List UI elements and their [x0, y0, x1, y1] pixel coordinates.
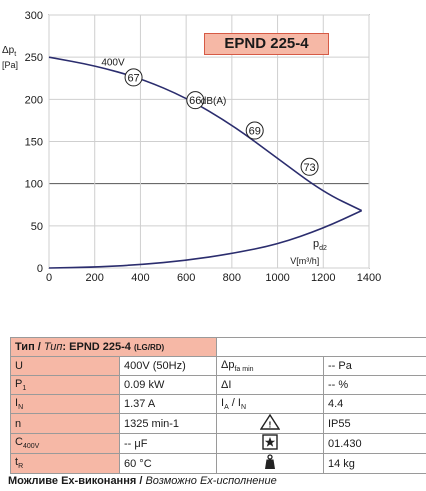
y-tick-label: 250 [25, 52, 43, 64]
x-tick-label: 800 [223, 272, 241, 284]
y-tick-label: 50 [31, 221, 43, 233]
dynamic-pressure-curve-pd2 [48, 209, 363, 269]
spec-header-blank [216, 337, 426, 357]
spec-value: -- Pa [323, 356, 426, 376]
x-tick-label: 1200 [311, 272, 335, 284]
spec-row: C400V -- μF 01.430 [10, 433, 426, 454]
spec-row: n 1325 min-1 ! IP55 [10, 413, 426, 434]
pd2-label: pd2 [313, 238, 327, 252]
spec-symbol: n [10, 413, 120, 434]
db-marker [186, 91, 205, 110]
db-marker [300, 157, 319, 176]
spec-symbol: P1 [10, 375, 120, 395]
spec-value: 60 °C [119, 453, 217, 474]
spec-symbol: C400V [10, 433, 120, 454]
y-tick-label: 0 [37, 263, 43, 275]
spec-table: Тип / Тип: EPND 225-4 (LG/RD) U 400V (50… [10, 337, 426, 474]
spec-row: IN 1.37 A IA / IN 4.4 [10, 394, 426, 414]
y-tick-label: 300 [25, 10, 43, 22]
x-tick-label: 0 [46, 272, 52, 284]
spec-value: 1.37 A [119, 394, 217, 414]
spec-value: 0.09 kW [119, 375, 217, 395]
spec-value: IP55 [323, 413, 426, 434]
star-box-icon [216, 433, 324, 454]
spec-header: Тип / Тип: EPND 225-4 (LG/RD) [10, 337, 217, 357]
db-marker-label: 69 [249, 126, 261, 138]
x-axis-label: V[m³/h] [290, 256, 319, 266]
spec-symbol: U [10, 356, 120, 376]
footer-note: Можливе Ex-виконання / Возможно Ex-испол… [8, 475, 277, 487]
annotation-label: 400V [101, 57, 125, 68]
pressure-curve-400v [48, 56, 363, 212]
db-marker-label: 67 [127, 72, 139, 84]
spec-value: 1325 min-1 [119, 413, 217, 434]
warning-triangle-icon: ! [216, 413, 324, 434]
spec-row: U 400V (50Hz) Δpfa min -- Pa [10, 356, 426, 376]
x-tick-label: 1400 [357, 272, 381, 284]
spec-row: tR 60 °C 14 kg [10, 453, 426, 474]
y-tick-label: 150 [25, 137, 43, 149]
spec-value: 400V (50Hz) [119, 356, 217, 376]
spec-value: 14 kg [323, 453, 426, 474]
y-axis-label: Δpt [Pa] [2, 45, 18, 70]
model-label: EPND 225-4 [204, 33, 329, 55]
spec-value: 4.4 [323, 394, 426, 414]
x-tick-label: 400 [131, 272, 149, 284]
db-marker-label: 66 [189, 95, 201, 107]
x-tick-label: 600 [177, 272, 195, 284]
fan-performance-chart: 0 50 100 150 200 250 300 0 200 400 600 800 1000 1200 1… [2, 10, 381, 284]
db-marker-label: 73 [303, 162, 315, 174]
spec-symbol: tR [10, 453, 120, 474]
svg-text:!: ! [269, 421, 272, 430]
spec-symbol: ΔI [216, 375, 324, 395]
spec-row: P1 0.09 kW ΔI -- % [10, 375, 426, 395]
db-marker [124, 68, 143, 87]
db-marker [245, 121, 264, 140]
x-tick-label: 1000 [265, 272, 289, 284]
spec-symbol: IA / IN [216, 394, 324, 414]
spec-value: -- μF [119, 433, 217, 454]
annotation-label: dB(A) [201, 96, 227, 107]
weight-icon [216, 453, 324, 474]
spec-symbol: IN [10, 394, 120, 414]
spec-value: 01.430 [323, 433, 426, 454]
spec-value: -- % [323, 375, 426, 395]
y-tick-label: 200 [25, 94, 43, 106]
spec-symbol: Δpfa min [216, 356, 324, 376]
y-tick-label: 100 [25, 179, 43, 191]
x-tick-label: 200 [86, 272, 104, 284]
spec-header-row: Тип / Тип: EPND 225-4 (LG/RD) [10, 337, 426, 357]
